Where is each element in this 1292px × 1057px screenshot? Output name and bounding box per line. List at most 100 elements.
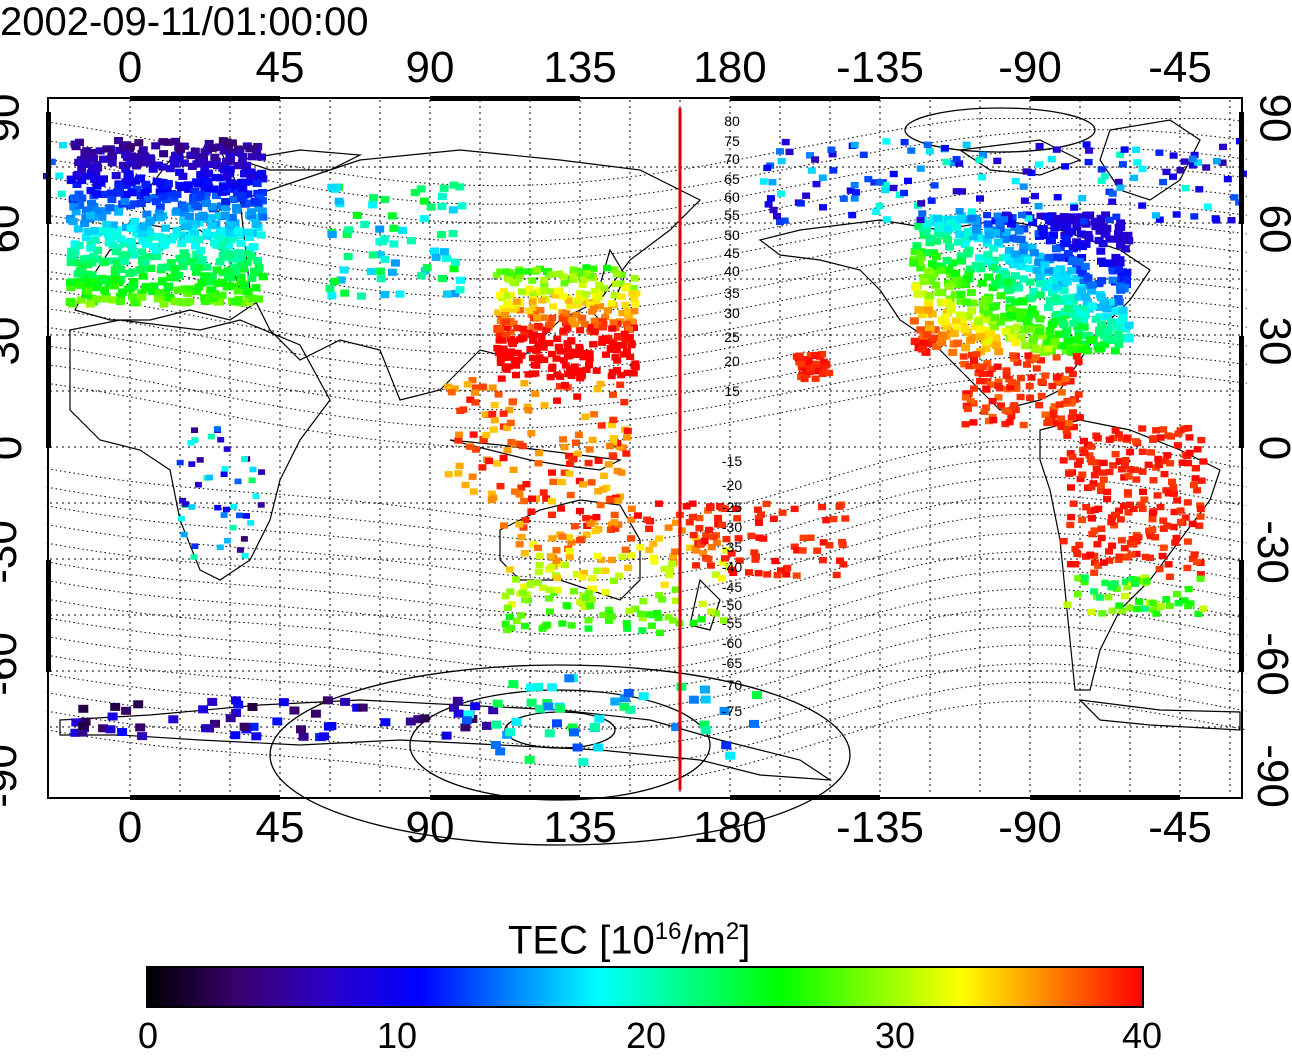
tec-cell xyxy=(747,532,756,539)
tec-cell xyxy=(227,214,237,222)
tec-cell xyxy=(1057,342,1067,350)
tec-cell xyxy=(1001,228,1011,236)
tec-cell xyxy=(973,318,983,326)
tec-cell xyxy=(233,700,244,709)
tec-cell xyxy=(223,267,233,275)
tec-cell xyxy=(1188,162,1197,169)
tec-cell xyxy=(929,334,939,342)
tec-cell xyxy=(1151,534,1160,541)
tec-cell xyxy=(98,227,108,235)
tec-cell xyxy=(1114,178,1123,186)
tec-cell xyxy=(598,318,607,325)
tec-cell xyxy=(1035,273,1045,281)
tec-cell xyxy=(706,504,714,511)
tec-cell xyxy=(1116,219,1126,227)
tec-cell xyxy=(1102,335,1112,343)
tec-cell xyxy=(754,570,763,577)
tec-cell xyxy=(80,148,90,157)
tec-cell xyxy=(1065,470,1074,477)
tec-cell xyxy=(537,333,546,340)
colorbar-tick: 0 xyxy=(137,1015,159,1056)
tec-cell xyxy=(222,173,232,181)
tec-cell xyxy=(967,307,977,315)
tec-cell xyxy=(1059,420,1068,427)
tec-cell xyxy=(522,481,531,488)
tec-cell xyxy=(804,363,813,370)
tec-cell xyxy=(1028,218,1038,226)
colorbar-title: TEC [1016/m2] xyxy=(508,918,751,963)
tec-cell xyxy=(1080,574,1089,581)
tec-cell xyxy=(516,307,525,314)
tec-cell xyxy=(454,470,463,477)
tec-cell xyxy=(217,242,227,250)
tec-cell xyxy=(1227,217,1236,224)
tec-cell xyxy=(1090,588,1099,595)
tec-cell xyxy=(777,157,786,165)
tec-cell xyxy=(733,515,742,522)
tec-cell xyxy=(655,592,664,599)
tec-cell xyxy=(1099,298,1109,306)
tec-cell xyxy=(568,456,577,463)
tec-cell xyxy=(520,622,529,630)
tec-cell xyxy=(511,717,522,726)
lon-tick-top: -90 xyxy=(998,43,1062,92)
tec-cell xyxy=(577,317,586,325)
tec-cell xyxy=(606,496,615,504)
tec-cell xyxy=(1058,379,1067,386)
tec-cell xyxy=(1197,436,1206,444)
tec-cell xyxy=(590,317,599,324)
tec-cell xyxy=(582,366,591,373)
tec-cell xyxy=(982,385,991,392)
tec-cell xyxy=(988,365,997,373)
tec-cell xyxy=(1048,382,1057,390)
lon-tick-top: 0 xyxy=(117,43,143,92)
magnetic-latitude-label: -60 xyxy=(722,635,742,651)
tec-cell xyxy=(638,614,647,622)
tec-cell xyxy=(1103,331,1113,339)
tec-cell xyxy=(342,230,352,238)
tec-cell xyxy=(1014,284,1024,292)
tec-cell xyxy=(1035,315,1045,323)
tec-cell xyxy=(1086,336,1096,344)
tec-cell xyxy=(584,459,593,467)
tec-cell xyxy=(130,218,140,226)
tec-cell xyxy=(601,589,610,596)
tec-cell xyxy=(1128,536,1137,543)
tec-cell xyxy=(926,277,936,285)
tec-cell xyxy=(543,702,554,711)
tec-cell xyxy=(1172,211,1181,218)
tec-cell xyxy=(672,597,681,604)
tec-cell xyxy=(976,378,985,385)
tec-cell xyxy=(992,341,1002,349)
tec-cell xyxy=(1063,250,1073,258)
tec-cell xyxy=(90,236,100,244)
tec-cell xyxy=(1112,213,1121,220)
tec-cell xyxy=(368,201,378,209)
tec-cell xyxy=(586,520,595,527)
tec-cell xyxy=(1063,601,1072,608)
tec-cell xyxy=(90,175,100,183)
tec-cell xyxy=(530,361,539,369)
tec-cell xyxy=(576,375,585,382)
tec-cell xyxy=(1165,573,1174,580)
tec-cell xyxy=(251,220,261,228)
tec-cell xyxy=(677,527,686,534)
tec-cell xyxy=(1138,448,1147,455)
tec-cell xyxy=(1120,462,1129,469)
tec-cell xyxy=(112,259,122,267)
tec-cell xyxy=(1125,604,1134,611)
tec-cell xyxy=(1066,521,1075,529)
tec-cell xyxy=(714,514,723,522)
tec-cell xyxy=(255,171,265,179)
tec-cell xyxy=(622,450,631,457)
tec-cell xyxy=(505,728,516,737)
tec-cell xyxy=(621,336,630,343)
tec-cell xyxy=(777,567,785,574)
tec-cell xyxy=(1071,561,1080,568)
tec-cell xyxy=(129,278,139,286)
tec-cell xyxy=(1107,514,1116,521)
tec-cell xyxy=(569,266,578,273)
tec-cell xyxy=(718,521,727,529)
tec-cell xyxy=(948,348,958,356)
tec-cell xyxy=(498,336,507,343)
